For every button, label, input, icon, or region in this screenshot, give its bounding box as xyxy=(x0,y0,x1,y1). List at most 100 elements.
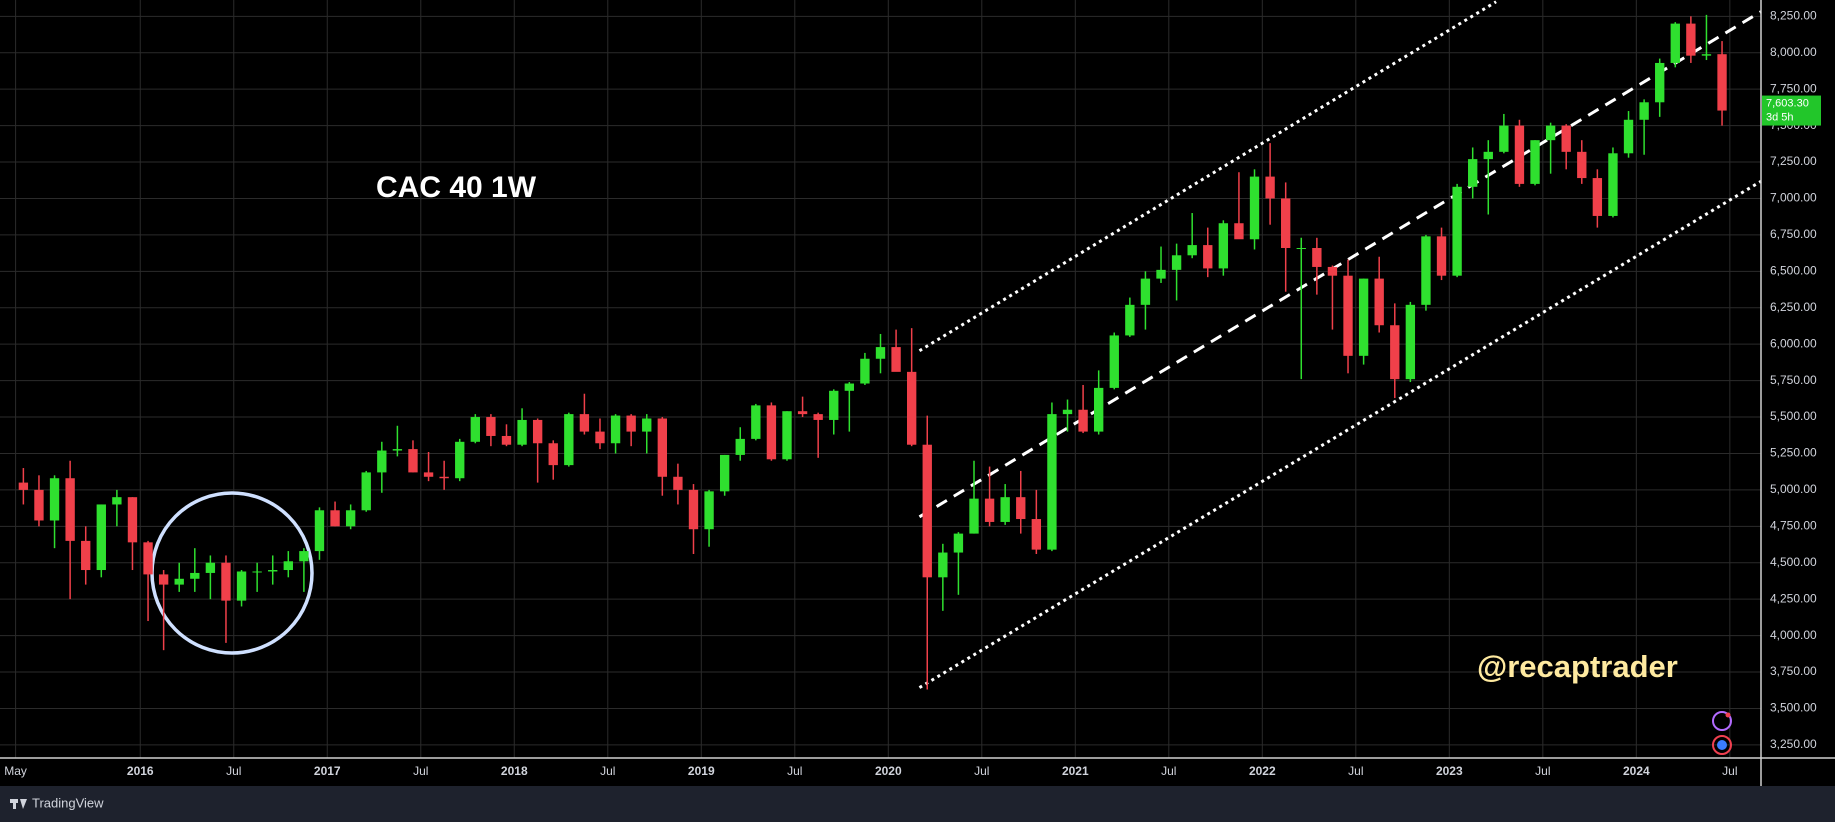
candle-body xyxy=(1374,278,1384,326)
candle-body xyxy=(1249,176,1260,240)
candle-body xyxy=(1125,304,1135,336)
candle-body xyxy=(1296,248,1306,250)
candle-body xyxy=(96,504,106,571)
candle-body xyxy=(158,574,169,585)
candle-body xyxy=(1530,140,1540,184)
candle-body xyxy=(797,411,808,415)
candle-body xyxy=(704,491,714,530)
candle-body xyxy=(1265,176,1275,199)
logo-part xyxy=(20,799,27,809)
candle-body xyxy=(564,414,574,466)
candle-body xyxy=(922,444,932,578)
candle-body xyxy=(408,449,418,473)
x-tick-label: 2021 xyxy=(1062,764,1089,778)
candle-body xyxy=(1483,151,1493,160)
candle-body xyxy=(1281,198,1291,249)
candle-body xyxy=(1156,269,1166,279)
candle-body xyxy=(1717,54,1727,111)
y-tick-label: 3,250.00 xyxy=(1770,737,1817,751)
candle-body xyxy=(548,443,558,466)
candle-body xyxy=(1062,409,1073,415)
candle-body xyxy=(361,472,371,511)
candle-body xyxy=(1561,125,1571,152)
x-tick-label: Jul xyxy=(226,764,241,778)
candle-body xyxy=(1577,151,1587,179)
chart-title: CAC 40 1W xyxy=(376,171,537,204)
candle-body xyxy=(1016,497,1026,520)
candle-body xyxy=(1608,153,1618,216)
candle-body xyxy=(517,419,527,445)
candle-body xyxy=(501,435,512,445)
x-tick-label: Jul xyxy=(1348,764,1363,778)
y-tick-label: 3,500.00 xyxy=(1770,701,1817,715)
candle-body xyxy=(579,414,590,432)
x-tick-label: Jul xyxy=(787,764,802,778)
candle-body xyxy=(1343,275,1353,356)
candle-body xyxy=(18,482,29,490)
candle-body xyxy=(1000,497,1010,522)
icon-event[interactable] xyxy=(1712,735,1732,755)
y-tick-label: 6,250.00 xyxy=(1770,300,1817,314)
y-tick-label: 4,500.00 xyxy=(1770,555,1817,569)
candle-body xyxy=(1592,178,1603,216)
x-tick-label: Jul xyxy=(974,764,989,778)
x-tick-label: 2020 xyxy=(875,764,902,778)
x-tick-label: Jul xyxy=(1535,764,1550,778)
x-tick-label: 2023 xyxy=(1436,764,1463,778)
grid xyxy=(0,0,1761,758)
candle-body xyxy=(829,390,839,420)
candle-body xyxy=(938,552,948,578)
candle-body xyxy=(299,551,309,562)
candle-body xyxy=(1468,159,1478,187)
candle-body xyxy=(673,476,683,490)
candle-body xyxy=(174,578,184,585)
candle-body xyxy=(1187,245,1197,256)
channel-line xyxy=(918,10,1762,519)
last-price-box xyxy=(1762,95,1821,126)
y-tick-label: 6,500.00 xyxy=(1770,263,1817,277)
y-tick-label: 5,000.00 xyxy=(1770,482,1817,496)
candle-body xyxy=(735,438,745,455)
candle-body xyxy=(439,476,449,479)
candle-body xyxy=(657,418,667,477)
candle-body xyxy=(81,540,91,571)
candle-body xyxy=(1655,62,1665,103)
candle-body xyxy=(470,417,480,442)
candle-body xyxy=(1031,519,1042,550)
candle-body xyxy=(112,497,122,505)
icon-dot xyxy=(1725,712,1731,718)
y-tick-label: 7,000.00 xyxy=(1770,191,1817,205)
candle-body xyxy=(1312,248,1322,267)
candle-body xyxy=(283,561,293,571)
candle-body xyxy=(1218,223,1229,269)
candle-body xyxy=(751,405,761,439)
y-tick-label: 8,250.00 xyxy=(1770,8,1817,22)
logo-part xyxy=(13,799,16,809)
icon-alert[interactable] xyxy=(1712,711,1732,731)
candle-body xyxy=(1234,223,1244,240)
brand: TradingView xyxy=(32,795,104,810)
candle-body xyxy=(1623,119,1634,154)
candle-body xyxy=(1452,186,1462,276)
last-price-countdown: 3d 5h xyxy=(1766,111,1794,123)
candle-body xyxy=(49,478,60,521)
candle-body xyxy=(314,510,325,552)
x-tick-label: Jul xyxy=(600,764,615,778)
candle-body xyxy=(423,472,434,477)
candle-body xyxy=(1327,266,1338,276)
candle-body xyxy=(844,383,855,391)
candle-body xyxy=(1094,387,1104,432)
x-tick-label: 2017 xyxy=(314,764,341,778)
y-tick-label: 7,750.00 xyxy=(1770,81,1817,95)
y-tick-label: 7,250.00 xyxy=(1770,154,1817,168)
y-tick-label: 6,000.00 xyxy=(1770,336,1817,350)
candle-body xyxy=(1499,125,1509,152)
candle-body xyxy=(65,478,75,541)
candle-body xyxy=(1390,325,1400,380)
candle-body xyxy=(984,498,995,522)
x-tick-label: 2016 xyxy=(127,764,154,778)
y-tick-label: 5,250.00 xyxy=(1770,446,1817,460)
candle-body xyxy=(1670,23,1680,63)
